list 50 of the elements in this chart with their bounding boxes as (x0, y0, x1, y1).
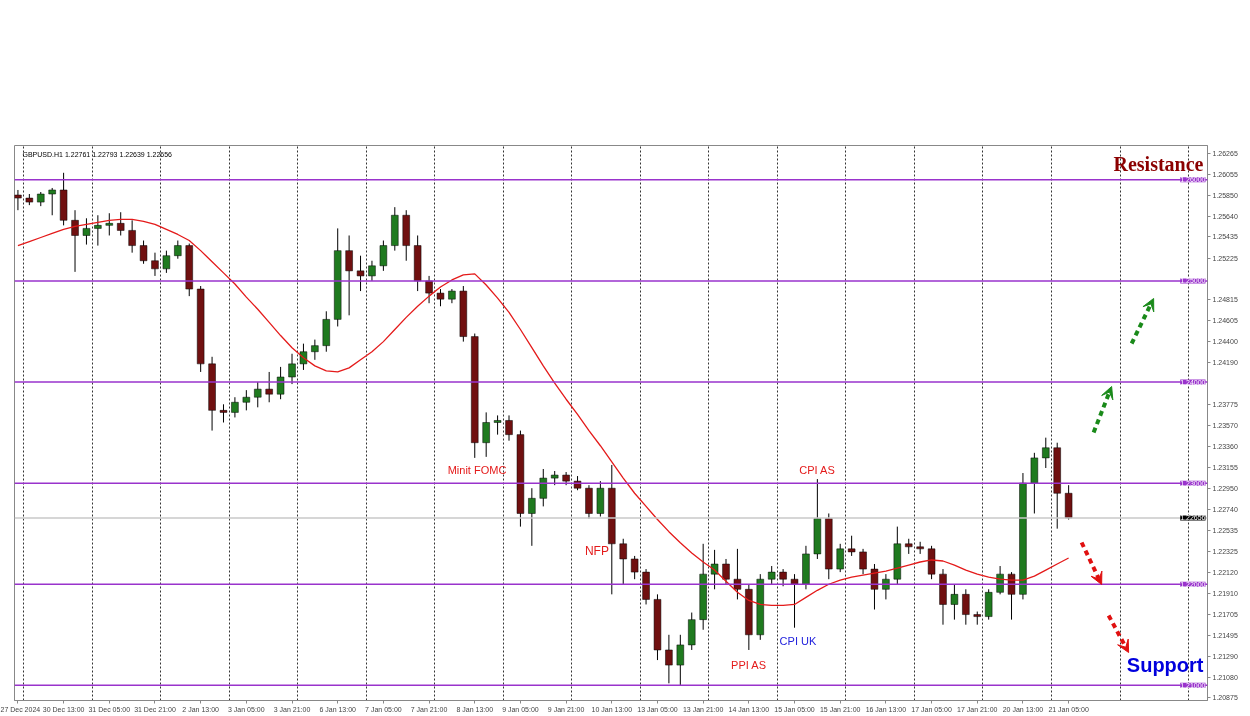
candlestick (836, 543, 844, 573)
candlestick (128, 219, 136, 254)
candlestick (528, 487, 536, 547)
candlestick (288, 353, 296, 385)
candlestick (619, 538, 627, 585)
candlestick (1042, 437, 1050, 469)
candlestick (847, 535, 856, 557)
candlestick (630, 555, 639, 580)
candlestick (254, 381, 262, 408)
candlestick (231, 396, 239, 418)
candlestick (493, 414, 502, 436)
candlestick (356, 255, 365, 292)
candlestick (768, 565, 776, 585)
annotation: CPI AS (799, 463, 835, 476)
candlestick (962, 588, 970, 626)
candlestick (105, 212, 113, 236)
annotation: NFP (584, 543, 609, 558)
candlestick (71, 209, 79, 273)
candlestick (48, 187, 56, 216)
candlestick (94, 214, 102, 247)
candlestick (950, 583, 959, 621)
candlestick (345, 234, 353, 316)
candlestick (368, 260, 376, 282)
candlestick (219, 403, 228, 423)
annotation: PPI AS (731, 658, 766, 671)
candlestick (174, 240, 182, 260)
candlestick (276, 366, 285, 400)
candlestick (117, 211, 125, 236)
annotation: Minit FOMC (447, 463, 507, 476)
candlestick (82, 217, 91, 246)
candlestick (482, 411, 490, 458)
candlestick (722, 558, 730, 585)
text: Support (1126, 653, 1204, 676)
text: Resistance (1113, 152, 1204, 175)
candlestick (162, 250, 171, 274)
candlestick (379, 240, 388, 272)
candlestick (505, 414, 513, 442)
annotation: CPI UK (779, 634, 817, 647)
candlestick (676, 634, 684, 686)
candlestick (242, 389, 251, 411)
candlestick (151, 252, 159, 277)
candlestick (665, 634, 673, 684)
candlestick (539, 468, 547, 507)
candlestick (311, 339, 319, 361)
candlestick (425, 275, 433, 304)
candlestick (14, 189, 22, 211)
line-series (17, 218, 1070, 607)
candlestick (265, 371, 273, 403)
candlestick (859, 548, 867, 575)
candlestick (139, 240, 148, 265)
